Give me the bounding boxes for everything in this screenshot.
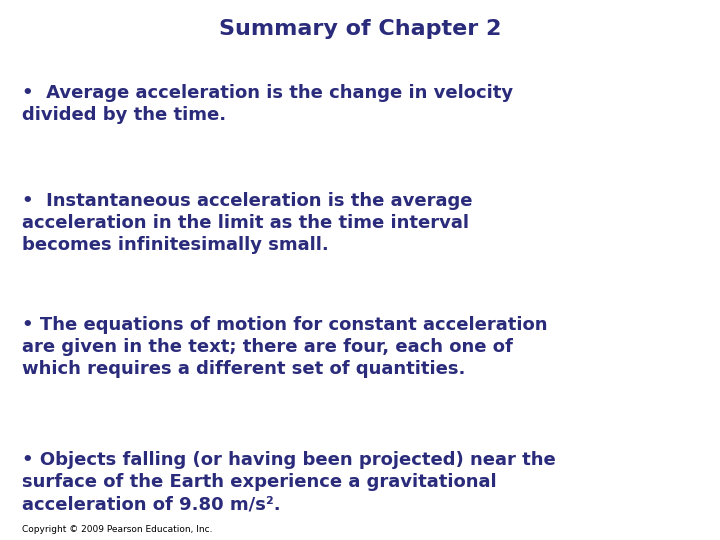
Text: Summary of Chapter 2: Summary of Chapter 2 — [219, 19, 501, 39]
Text: •  Instantaneous acceleration is the average
acceleration in the limit as the ti: • Instantaneous acceleration is the aver… — [22, 192, 472, 254]
Text: Copyright © 2009 Pearson Education, Inc.: Copyright © 2009 Pearson Education, Inc. — [22, 524, 212, 534]
Text: •  Average acceleration is the change in velocity
divided by the time.: • Average acceleration is the change in … — [22, 84, 513, 124]
Text: • The equations of motion for constant acceleration
are given in the text; there: • The equations of motion for constant a… — [22, 316, 547, 379]
Text: • Objects falling (or having been projected) near the
surface of the Earth exper: • Objects falling (or having been projec… — [22, 451, 555, 514]
